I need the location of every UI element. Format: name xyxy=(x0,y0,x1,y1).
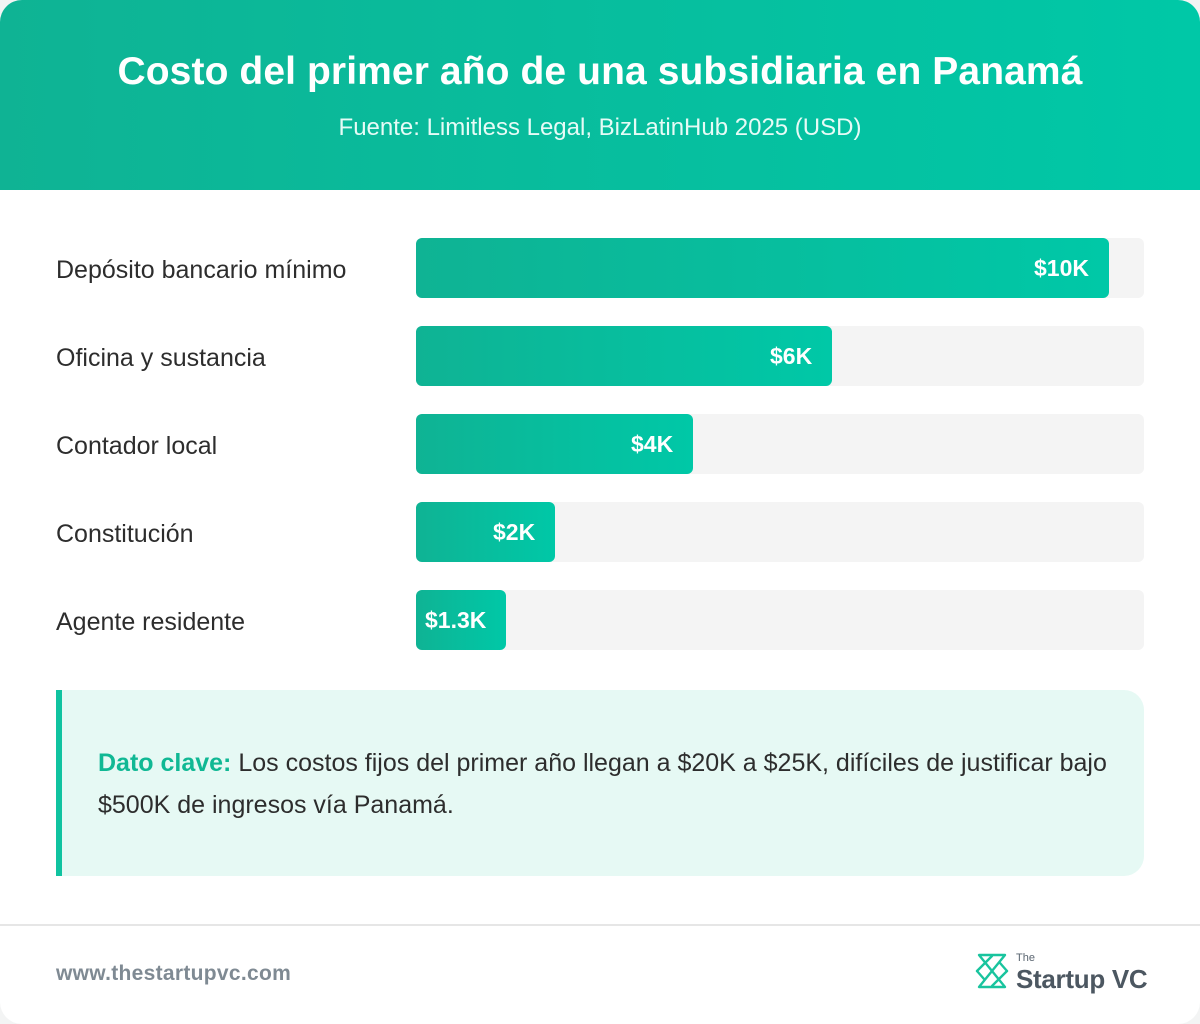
chart-subtitle: Fuente: Limitless Legal, BizLatinHub 202… xyxy=(338,114,862,141)
header-banner: Costo del primer año de una subsidiaria … xyxy=(0,0,1200,190)
bar-value-label: $10K xyxy=(1034,255,1089,281)
bar-value-label: $4K xyxy=(631,431,674,457)
bar-track: $1.3K xyxy=(416,590,1144,650)
bar xyxy=(416,502,555,562)
logo-name-text: Startup VC xyxy=(1016,964,1148,994)
bar-track: $2K xyxy=(416,502,1144,562)
startupvc-logo: The Startup VC xyxy=(974,950,1154,998)
bar xyxy=(416,326,832,386)
key-fact-callout: Dato clave: Los costos fijos del primer … xyxy=(56,690,1144,876)
key-fact-text: Dato clave: Los costos fijos del primer … xyxy=(98,742,1108,826)
bar-track: $4K xyxy=(416,414,1144,474)
footer-divider xyxy=(0,924,1200,926)
bar-value-label: $2K xyxy=(493,519,536,545)
bar-chart: Depósito bancario mínimo $10K Oficina y su… xyxy=(56,238,1144,650)
bar xyxy=(416,238,1109,298)
category-label: Constitución xyxy=(56,520,194,548)
key-fact-label: Dato clave: xyxy=(98,749,232,777)
category-label: Oficina y sustancia xyxy=(56,344,266,372)
category-label: Contador local xyxy=(56,432,218,460)
bar xyxy=(416,414,693,474)
chart-title: Costo del primer año de una subsidiaria … xyxy=(117,50,1083,93)
logo-the-text: The xyxy=(1016,952,1035,964)
bar-value-label: $1.3K xyxy=(425,607,487,633)
startupvc-logo-icon xyxy=(975,953,1009,989)
bar-track: $6K xyxy=(416,326,1144,386)
key-fact-body: Los costos fijos del primer año llegan a… xyxy=(98,749,1107,819)
bar-value-label: $6K xyxy=(770,343,813,369)
footer-url[interactable]: www.thestartupvc.com xyxy=(56,962,292,985)
bar-track: $10K xyxy=(416,238,1144,298)
category-label: Agente residente xyxy=(56,608,246,636)
category-label: Depósito bancario mínimo xyxy=(56,256,347,284)
bar xyxy=(416,590,506,650)
